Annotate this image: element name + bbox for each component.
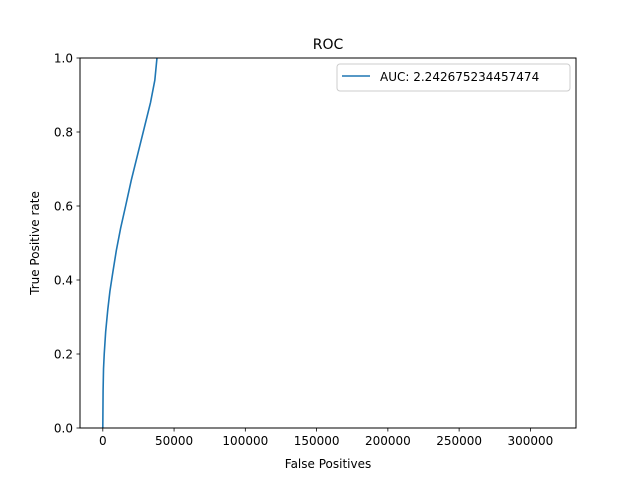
x-tick-label: 150000: [294, 434, 340, 448]
plot-area: [80, 58, 576, 428]
x-tick-label: 50000: [155, 434, 193, 448]
x-axis-label: False Positives: [285, 457, 371, 471]
y-tick-label: 0.8: [54, 126, 73, 140]
x-axis-ticks: 0 50000 100000 150000 200000 250000 300000: [99, 428, 553, 448]
y-tick-label: 0.2: [54, 348, 73, 362]
series-line-0: [102, 57, 158, 429]
legend: AUC: 2.242675234457474: [336, 63, 571, 92]
chart-title: ROC: [313, 37, 344, 53]
plot-frame: [79, 57, 577, 429]
legend-frame: [336, 63, 571, 92]
y-tick-label: 0.4: [54, 274, 73, 288]
x-tick-label: 200000: [365, 434, 411, 448]
x-tick-label: 100000: [222, 434, 268, 448]
series-layer: [102, 57, 158, 429]
y-tick-label: 1.0: [54, 52, 73, 66]
x-tick-label: 250000: [436, 434, 482, 448]
y-tick-label: 0.6: [54, 200, 73, 214]
x-tick-label: 300000: [507, 434, 553, 448]
legend-label: AUC: 2.242675234457474: [380, 70, 539, 84]
y-axis-label: True Positive rate: [28, 191, 42, 296]
y-tick-label: 0.0: [54, 422, 73, 436]
y-axis-ticks: 0.0 0.2 0.4 0.6 0.8 1.0: [54, 52, 80, 436]
x-tick-label: 0: [99, 434, 107, 448]
